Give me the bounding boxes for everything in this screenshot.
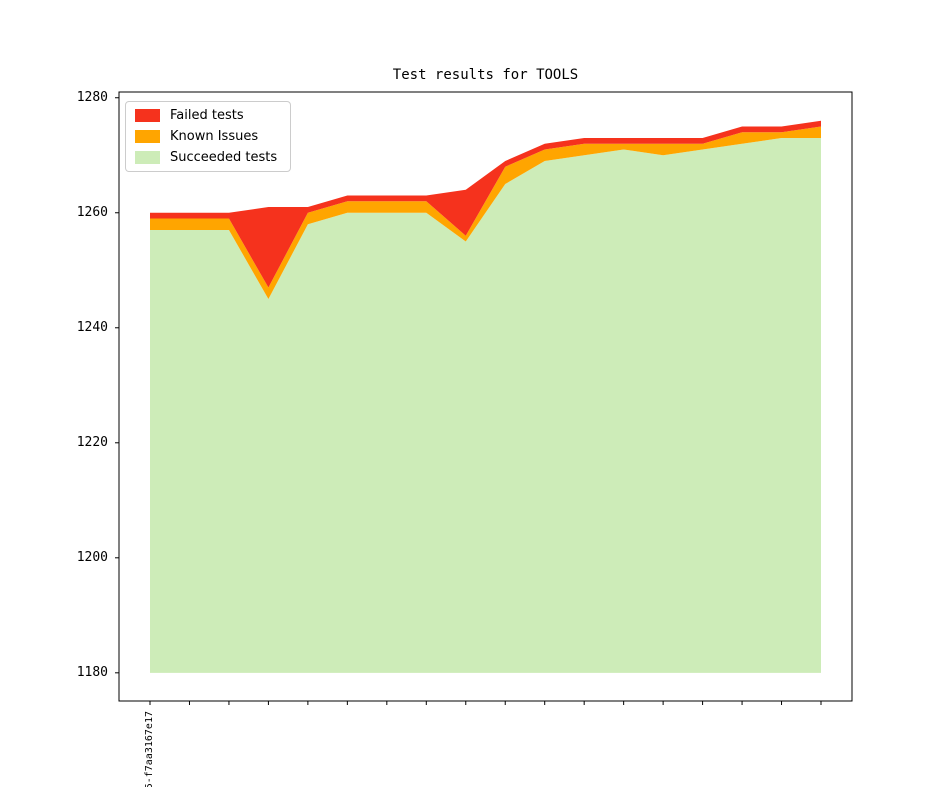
x-tick-label: 5-f7aa3167e17: [144, 711, 155, 787]
legend: Failed tests Known Issues Succeeded test…: [125, 101, 291, 172]
area-series: [150, 126, 821, 300]
y-tick-label: 1220: [76, 434, 108, 450]
y-tick-label: 1240: [76, 319, 108, 335]
y-tick-label: 1280: [76, 89, 108, 105]
y-tick-label: 1180: [76, 664, 108, 680]
legend-item-succeeded-tests: Succeeded tests: [135, 151, 281, 164]
legend-label-failed-tests: Failed tests: [170, 108, 244, 123]
legend-item-known-issues: Known Issues: [135, 130, 281, 143]
area-series: [150, 138, 821, 673]
legend-swatch-succeeded-tests: [135, 151, 160, 164]
legend-item-failed-tests: Failed tests: [135, 109, 281, 122]
legend-swatch-known-issues: [135, 130, 160, 143]
plot-border: [118, 91, 853, 702]
legend-label-known-issues: Known Issues: [170, 129, 259, 144]
y-tick-label: 1200: [76, 549, 108, 565]
y-tick-label: 1260: [76, 204, 108, 220]
legend-swatch-failed-tests: [135, 109, 160, 122]
chart-title: Test results for TOOLS: [392, 67, 579, 83]
legend-label-succeeded-tests: Succeeded tests: [170, 150, 278, 165]
